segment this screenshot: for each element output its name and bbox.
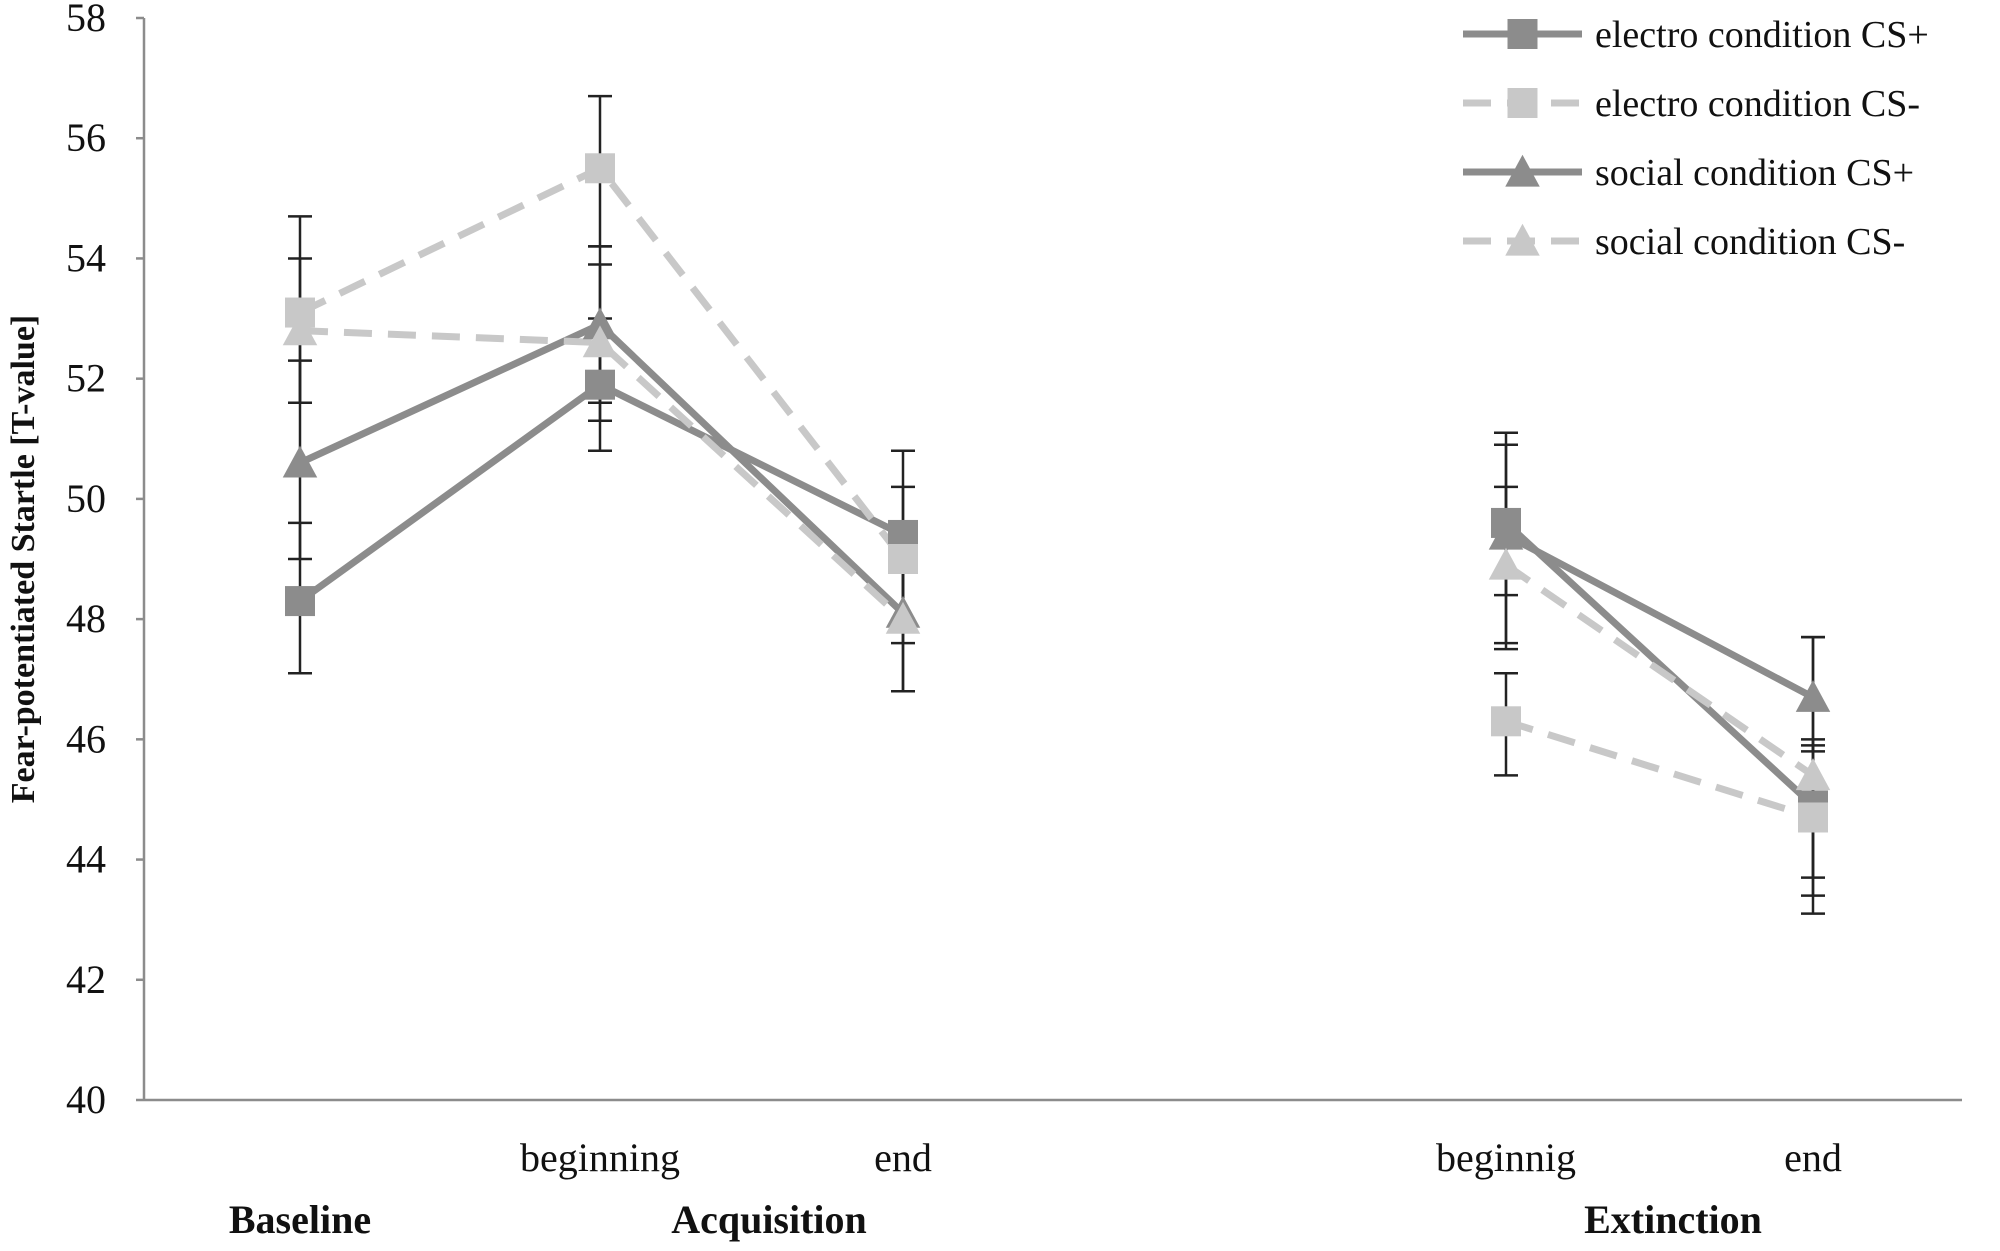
- data-point: [1507, 88, 1538, 118]
- legend-label: social condition CS-: [1595, 221, 1905, 263]
- legend-item: electro condition CS-: [1463, 83, 1920, 125]
- series-line: [1504, 562, 1815, 779]
- error-bars: [288, 94, 1825, 915]
- data-point: [282, 313, 318, 346]
- legend-item: electro condition CS+: [1463, 14, 1929, 56]
- legend-label: social condition CS+: [1595, 152, 1914, 194]
- data-point: [1795, 680, 1831, 712]
- data-point: [1488, 517, 1524, 550]
- phase-labels: Baseline Acquisition Extinction: [229, 1197, 1762, 1242]
- y-ticks: 40 42 44 46 48 50 52 54 56 58: [66, 0, 144, 1122]
- y-tick-label: 48: [66, 596, 106, 641]
- phase-label: Baseline: [229, 1197, 371, 1242]
- legend-label: electro condition CS+: [1595, 14, 1929, 56]
- data-point: [285, 586, 315, 617]
- data-point: [1795, 758, 1831, 791]
- data-point: [585, 153, 615, 184]
- x-tick-label: beginning: [520, 1135, 680, 1180]
- data-point: [888, 544, 918, 574]
- y-tick-label: 42: [66, 957, 106, 1002]
- data-point: [1798, 802, 1828, 833]
- series-line: [297, 381, 905, 604]
- data-point: [282, 445, 318, 478]
- data-point: [1505, 154, 1540, 187]
- x-tick-label: end: [1784, 1135, 1842, 1180]
- series-line: [298, 321, 906, 616]
- series-line: [1503, 520, 1816, 809]
- y-tick-label: 56: [66, 115, 106, 160]
- data-point: [1507, 19, 1538, 49]
- series-line: [299, 327, 906, 622]
- y-tick-label: 52: [66, 356, 106, 401]
- legend-item: social condition CS-: [1463, 221, 1905, 263]
- series-lines: [297, 164, 1816, 821]
- y-tick-label: 44: [66, 837, 106, 882]
- axes: [142, 18, 1962, 1102]
- x-tick-label: end: [874, 1135, 932, 1180]
- series-line: [298, 164, 906, 562]
- y-tick-label: 46: [66, 716, 106, 761]
- x-tick-label: beginnig: [1436, 1135, 1576, 1180]
- y-tick-label: 54: [66, 235, 106, 280]
- series-markers: [282, 153, 1831, 833]
- data-point: [585, 369, 615, 400]
- data-point: [582, 307, 618, 340]
- legend-label: electro condition CS-: [1595, 83, 1920, 125]
- phase-label: Extinction: [1584, 1197, 1762, 1242]
- data-point: [1505, 223, 1540, 256]
- y-axis-label: Fear-potentiated Startle [T-value]: [5, 315, 42, 803]
- data-point: [1488, 547, 1524, 580]
- y-tick-label: 58: [66, 0, 106, 40]
- legend: electro condition CS+ electro condition C…: [1463, 14, 1929, 263]
- data-point: [885, 601, 921, 634]
- series-line: [1504, 531, 1815, 701]
- data-point: [582, 325, 618, 358]
- legend-item: social condition CS+: [1463, 152, 1914, 194]
- series-line: [1504, 717, 1815, 821]
- phase-label: Acquisition: [671, 1197, 867, 1242]
- data-point: [1491, 706, 1521, 737]
- y-tick-label: 40: [66, 1077, 106, 1122]
- x-tick-labels: beginning end beginnig end: [520, 1135, 1842, 1180]
- y-tick-label: 50: [66, 476, 106, 521]
